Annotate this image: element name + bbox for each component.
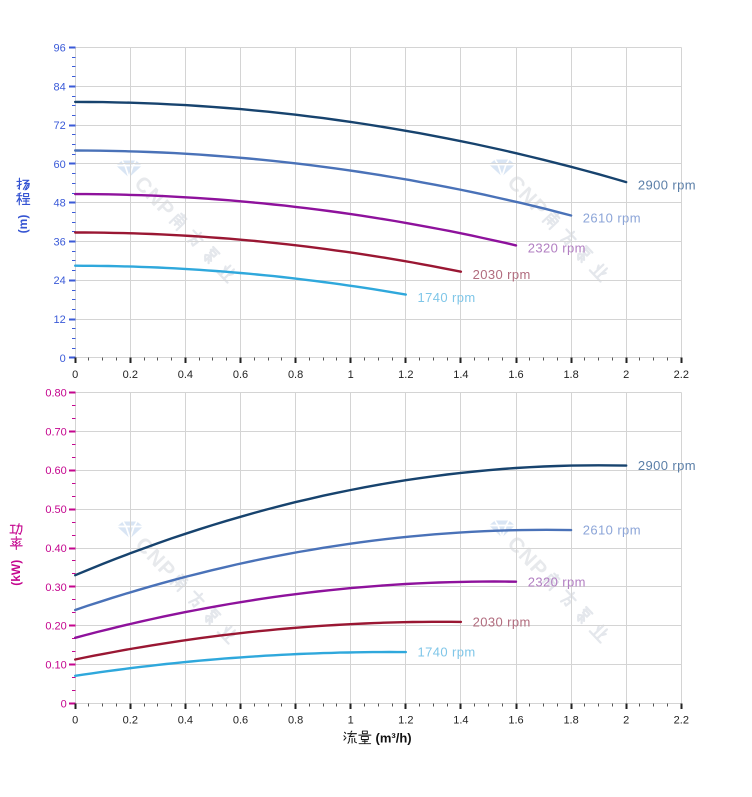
- svg-text:0: 0: [61, 698, 67, 710]
- svg-text:0: 0: [60, 353, 66, 365]
- svg-text:0.2: 0.2: [123, 715, 138, 727]
- svg-text:1: 1: [348, 715, 354, 727]
- svg-text:2030 rpm: 2030 rpm: [473, 615, 531, 630]
- svg-text:2.2: 2.2: [674, 369, 689, 381]
- svg-text:1.2: 1.2: [398, 369, 413, 381]
- svg-text:0.4: 0.4: [178, 369, 193, 381]
- svg-text:1.8: 1.8: [563, 369, 578, 381]
- svg-text:60: 60: [54, 159, 66, 171]
- svg-text:1740 rpm: 1740 rpm: [418, 645, 476, 660]
- svg-text:1.6: 1.6: [508, 369, 523, 381]
- svg-text:12: 12: [54, 314, 66, 326]
- svg-text:84: 84: [54, 81, 66, 93]
- svg-text:0: 0: [72, 715, 78, 727]
- svg-text:2.2: 2.2: [674, 715, 689, 727]
- svg-text:36: 36: [54, 236, 66, 248]
- svg-text:1: 1: [348, 369, 354, 381]
- svg-text:1.8: 1.8: [563, 715, 578, 727]
- svg-text:2320 rpm: 2320 rpm: [528, 241, 586, 256]
- svg-text:0.70: 0.70: [45, 426, 66, 438]
- svg-text:(m³/h): (m³/h): [376, 731, 412, 746]
- svg-text:2610 rpm: 2610 rpm: [583, 523, 641, 538]
- svg-text:2320 rpm: 2320 rpm: [528, 574, 586, 589]
- svg-text:1.4: 1.4: [453, 369, 468, 381]
- svg-text:0.6: 0.6: [233, 715, 248, 727]
- svg-text:0.60: 0.60: [45, 465, 66, 477]
- svg-text:24: 24: [54, 275, 66, 287]
- svg-text:0.8: 0.8: [288, 369, 303, 381]
- svg-text:0.40: 0.40: [45, 543, 66, 555]
- svg-text:(m): (m): [16, 215, 30, 234]
- svg-text:0.4: 0.4: [178, 715, 193, 727]
- svg-text:0.10: 0.10: [45, 660, 66, 672]
- svg-text:72: 72: [54, 120, 66, 132]
- svg-text:96: 96: [54, 43, 66, 55]
- svg-text:0: 0: [72, 369, 78, 381]
- svg-text:2: 2: [623, 715, 629, 727]
- svg-text:2: 2: [623, 369, 629, 381]
- svg-text:2900 rpm: 2900 rpm: [638, 177, 696, 192]
- svg-text:1.4: 1.4: [453, 715, 468, 727]
- svg-text:0.80: 0.80: [45, 387, 66, 399]
- svg-text:0.50: 0.50: [45, 504, 66, 516]
- svg-text:2900 rpm: 2900 rpm: [638, 458, 696, 473]
- svg-text:(kW): (kW): [9, 560, 23, 586]
- svg-text:48: 48: [54, 198, 66, 210]
- svg-text:0.6: 0.6: [233, 369, 248, 381]
- svg-text:1.2: 1.2: [398, 715, 413, 727]
- svg-text:0.8: 0.8: [288, 715, 303, 727]
- svg-text:0.20: 0.20: [45, 621, 66, 633]
- svg-text:2030 rpm: 2030 rpm: [473, 267, 531, 282]
- svg-text:2610 rpm: 2610 rpm: [583, 211, 641, 226]
- svg-text:1.6: 1.6: [508, 715, 523, 727]
- svg-text:0.2: 0.2: [123, 369, 138, 381]
- svg-text:0.30: 0.30: [45, 582, 66, 594]
- svg-text:1740 rpm: 1740 rpm: [418, 290, 476, 305]
